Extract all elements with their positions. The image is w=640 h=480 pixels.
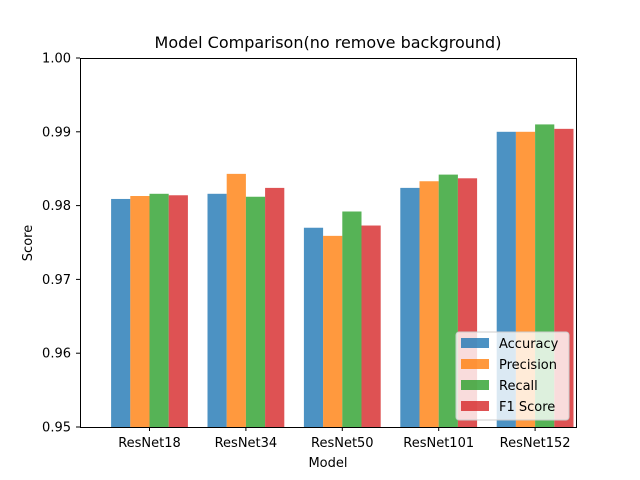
legend-label: Accuracy: [499, 337, 559, 352]
bar: [419, 181, 439, 427]
bar: [265, 187, 285, 427]
bar: [342, 211, 362, 427]
bar: [400, 187, 420, 427]
y-tick-label: 0.95: [42, 421, 71, 436]
x-tick-label: ResNet101: [403, 436, 474, 451]
bar: [361, 225, 381, 427]
bar: [226, 173, 246, 427]
y-tick-label: 0.99: [42, 125, 71, 140]
legend-swatch: [461, 359, 489, 369]
x-tick-label: ResNet34: [215, 436, 278, 451]
y-tick-label: 0.97: [42, 273, 71, 288]
y-tick-label: 1.00: [42, 52, 71, 67]
y-tick-label: 0.98: [42, 199, 71, 214]
bar: [207, 193, 227, 427]
series-f1-score: [168, 128, 574, 427]
x-axis: ResNet18 ResNet34 ResNet50 ResNet101 ResNet1…: [118, 427, 571, 451]
legend-label: Precision: [499, 358, 557, 373]
legend-swatch: [461, 401, 489, 411]
x-tick-label: ResNet18: [118, 436, 181, 451]
bar: [245, 196, 266, 427]
y-axis-label: Score: [21, 225, 36, 261]
series-accuracy: [111, 131, 516, 428]
bar: [111, 198, 131, 427]
y-tick-label: 0.96: [42, 347, 71, 362]
legend-label: Recall: [499, 379, 538, 394]
x-axis-label: Model: [308, 456, 347, 471]
legend-swatch: [461, 380, 489, 390]
bar: [438, 174, 458, 427]
y-axis: 0.95 0.96 0.97 0.98 0.99 1.00: [42, 52, 80, 436]
legend-box: [455, 331, 570, 421]
plot-area-frame: [80, 58, 577, 428]
bar: [130, 196, 150, 427]
bar: [303, 227, 324, 427]
chart-title: Model Comparison(no remove background): [155, 33, 502, 52]
bar: [149, 193, 169, 427]
x-tick-label: ResNet152: [500, 436, 571, 451]
x-tick-label: ResNet50: [311, 436, 374, 451]
bar: [168, 195, 188, 427]
bar: [323, 235, 343, 427]
legend-label: F1 Score: [499, 400, 555, 415]
legend: Accuracy Precision Recall F1 Score: [455, 331, 570, 421]
legend-swatch: [461, 338, 489, 348]
